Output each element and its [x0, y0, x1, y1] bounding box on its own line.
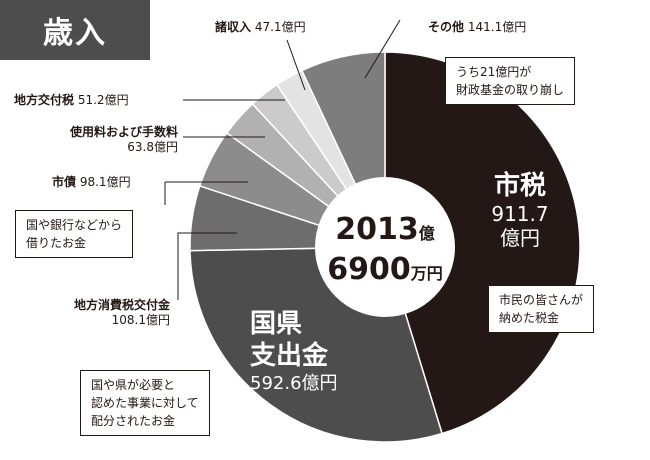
pie-center-hole — [315, 177, 455, 317]
callout-sonota: うち21億円が 財政基金の取り崩し — [445, 57, 576, 105]
label-chiho-shohi: 地方消費税交付金 108.1億円 — [73, 298, 170, 327]
leader-line-chiho-shohi — [177, 232, 237, 300]
label-city-tax: 市税 911.7 億円 — [491, 171, 549, 250]
callout-national: 国や県が必要と 認めた事業に対して 配分されたお金 — [80, 370, 210, 436]
callout-shisai: 国や銀行などから 借りたお金 — [15, 210, 134, 258]
label-kofuzei: 地方交付税 51.2億円 — [14, 93, 129, 107]
label-national: 国県 支出金 592.6億円 — [250, 309, 338, 394]
label-shiyoryo: 使用料および手数料 63.8億円 — [69, 125, 178, 154]
label-sonota: その他 141.1億円 — [428, 20, 527, 34]
pie-total-label: 2013億 6900万円 — [327, 212, 443, 287]
callout-city-tax: 市民の皆さんが 納めた税金 — [488, 285, 595, 333]
leader-line-sonota — [364, 19, 401, 79]
section-title: 歳入 — [0, 0, 150, 60]
leader-line-shoshunyu — [286, 39, 306, 91]
label-shisai: 市債 98.1億円 — [52, 175, 131, 189]
label-shoshunyu: 諸収入 47.1億円 — [215, 20, 306, 34]
